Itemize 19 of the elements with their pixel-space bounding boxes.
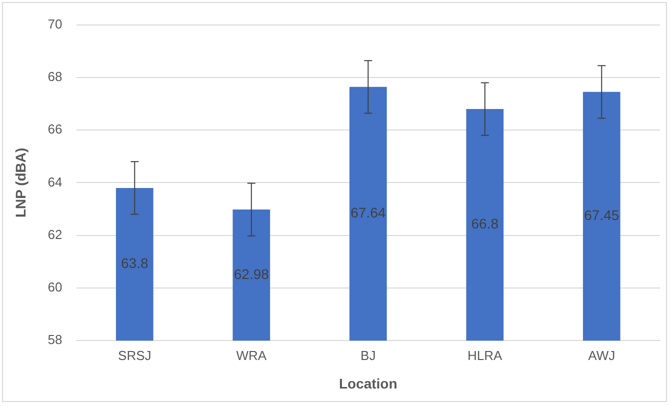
data-label: 63.8 [121, 255, 148, 272]
y-tick-label: 58 [48, 332, 62, 348]
x-tick-label: BJ [360, 348, 376, 363]
y-tick-label: 60 [48, 280, 62, 295]
x-tick-label: SRSJ [118, 348, 152, 363]
x-tick-label: WRA [236, 348, 267, 363]
y-tick-label: 70 [48, 16, 62, 32]
data-label: 66.8 [471, 216, 499, 232]
data-label: 67.64 [350, 204, 386, 221]
data-label: 62.98 [234, 266, 270, 282]
x-tick-label: HLRA [468, 348, 503, 363]
y-tick-label: 64 [48, 174, 62, 190]
y-tick-label: 62 [48, 226, 62, 242]
data-label: 67.45 [584, 207, 620, 224]
y-tick-label: 66 [48, 122, 62, 137]
x-tick-label: AWJ [588, 348, 616, 363]
y-tick-label: 68 [48, 69, 62, 84]
x-axis-title: Location [338, 375, 398, 392]
y-axis-title: LNP (dBA) [12, 148, 28, 218]
